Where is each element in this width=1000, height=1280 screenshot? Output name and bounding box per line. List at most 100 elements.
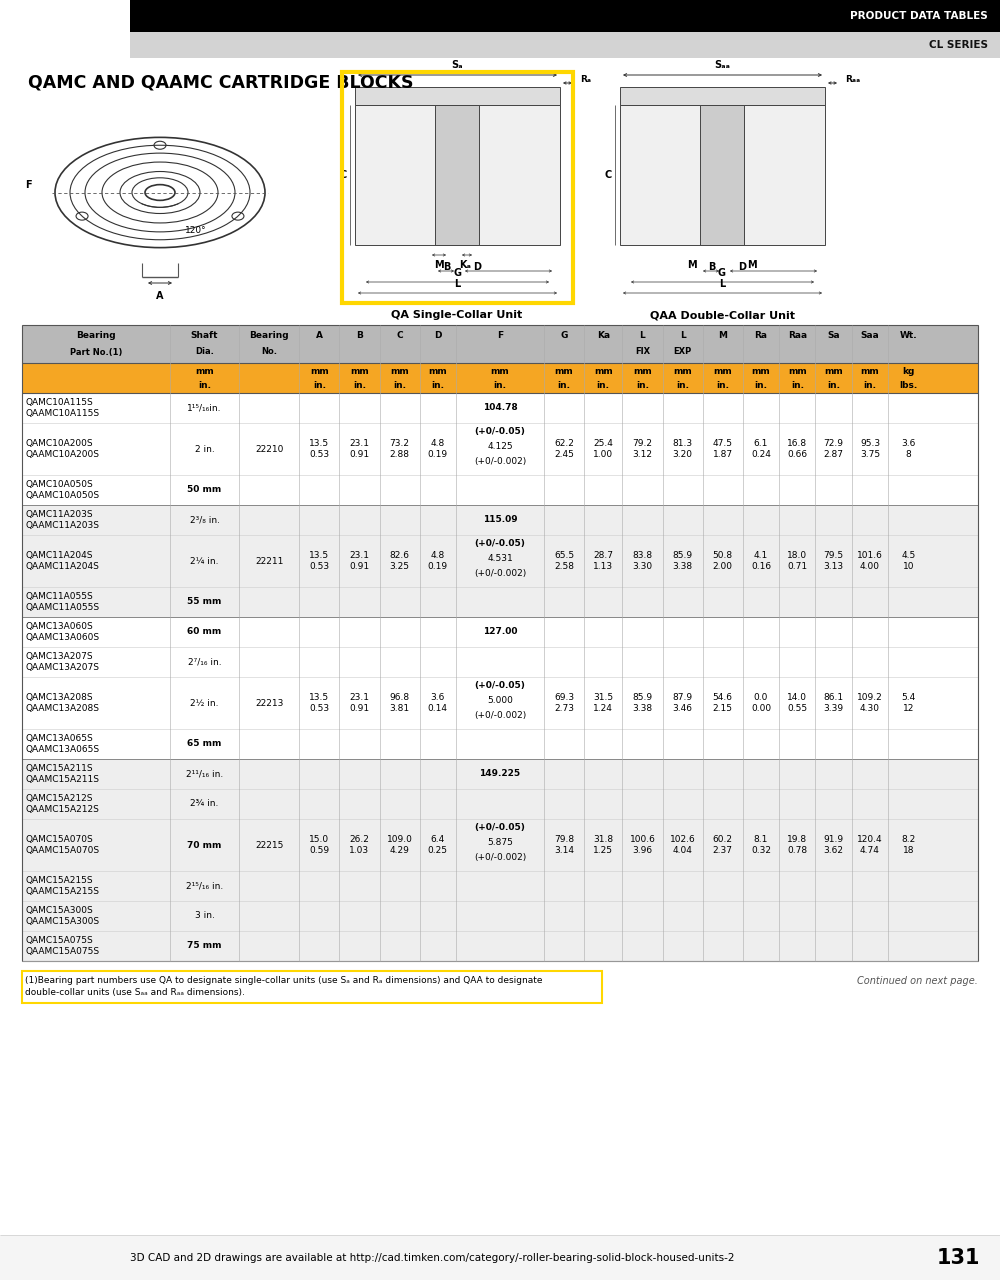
Text: 2³/₈ in.: 2³/₈ in. <box>190 516 220 525</box>
Text: Sₐ: Sₐ <box>451 60 463 70</box>
Bar <box>130 0 1000 32</box>
Bar <box>22 535 978 588</box>
Text: kg: kg <box>902 366 914 375</box>
Text: 2¹⁵/₁₆ in.: 2¹⁵/₁₆ in. <box>186 882 223 891</box>
Text: 22210: 22210 <box>255 444 283 453</box>
Text: 54.6
2.15: 54.6 2.15 <box>713 694 733 713</box>
Bar <box>22 870 978 901</box>
Text: D: D <box>434 332 442 340</box>
Text: mm: mm <box>350 366 369 375</box>
Text: 4.125: 4.125 <box>487 443 513 452</box>
Text: Ka: Ka <box>597 332 610 340</box>
Text: 23.1
0.91: 23.1 0.91 <box>349 552 370 571</box>
Text: 131: 131 <box>936 1248 980 1268</box>
Text: 16.8
0.66: 16.8 0.66 <box>787 439 807 458</box>
Text: Raa: Raa <box>788 332 807 340</box>
Text: 3D CAD and 2D drawings are available at http://cad.timken.com/category/-roller-b: 3D CAD and 2D drawings are available at … <box>130 1253 734 1263</box>
Text: 96.8
3.81: 96.8 3.81 <box>390 694 410 713</box>
Text: 3.6
0.14: 3.6 0.14 <box>428 694 448 713</box>
Text: QAMC10A200S
QAAMC10A200S: QAMC10A200S QAAMC10A200S <box>25 439 99 458</box>
Text: 13.5
0.53: 13.5 0.53 <box>309 552 329 571</box>
Text: mm: mm <box>861 366 879 375</box>
Text: 23.1
0.91: 23.1 0.91 <box>349 694 370 713</box>
Text: Rₐ: Rₐ <box>580 76 591 84</box>
Text: 0.0
0.00: 0.0 0.00 <box>751 694 771 713</box>
Text: mm: mm <box>824 366 843 375</box>
Text: Part No.(1): Part No.(1) <box>70 347 122 357</box>
Text: FIX: FIX <box>635 347 650 357</box>
Text: 2¹¹/₁₆ in.: 2¹¹/₁₆ in. <box>186 769 223 778</box>
Text: double-collar units (use Sₐₐ and Rₐₐ dimensions).: double-collar units (use Sₐₐ and Rₐₐ dim… <box>25 988 245 997</box>
Bar <box>22 759 978 788</box>
Text: C: C <box>605 170 612 180</box>
Text: 5.000: 5.000 <box>487 696 513 705</box>
Text: 1¹⁵/₁₆in.: 1¹⁵/₁₆in. <box>187 403 222 412</box>
Text: in.: in. <box>313 380 326 389</box>
Text: 26.2
1.03: 26.2 1.03 <box>349 835 370 855</box>
Text: 79.2
3.12: 79.2 3.12 <box>632 439 652 458</box>
Text: Ra: Ra <box>754 332 767 340</box>
Text: 13.5
0.53: 13.5 0.53 <box>309 439 329 458</box>
Text: 22213: 22213 <box>255 699 283 708</box>
Text: 79.5
3.13: 79.5 3.13 <box>824 552 844 571</box>
Text: 87.9
3.46: 87.9 3.46 <box>673 694 693 713</box>
Text: 31.8
1.25: 31.8 1.25 <box>593 835 613 855</box>
Text: 79.8
3.14: 79.8 3.14 <box>554 835 574 855</box>
Text: C: C <box>340 170 347 180</box>
Text: M: M <box>687 260 697 270</box>
Text: QAMC15A215S
QAAMC15A215S: QAMC15A215S QAAMC15A215S <box>25 876 99 896</box>
Bar <box>0 1235 1000 1280</box>
Bar <box>620 105 825 244</box>
Bar <box>22 646 978 677</box>
Text: 72.9
2.87: 72.9 2.87 <box>824 439 844 458</box>
Text: mm: mm <box>788 366 807 375</box>
Text: EXP: EXP <box>673 347 692 357</box>
Text: L: L <box>719 279 725 289</box>
Text: in.: in. <box>676 380 689 389</box>
Text: 62.2
2.45: 62.2 2.45 <box>554 439 574 458</box>
Text: 6.4
0.25: 6.4 0.25 <box>428 835 448 855</box>
Text: (+0/-0.05): (+0/-0.05) <box>475 823 525 832</box>
Text: 3.6
8: 3.6 8 <box>901 439 915 458</box>
Text: 69.3
2.73: 69.3 2.73 <box>554 694 574 713</box>
Text: mm: mm <box>633 366 652 375</box>
Text: mm: mm <box>195 366 214 375</box>
Text: (+0/-0.05): (+0/-0.05) <box>475 539 525 548</box>
Bar <box>22 325 978 364</box>
Text: in.: in. <box>827 380 840 389</box>
Text: 102.6
4.04: 102.6 4.04 <box>670 835 695 855</box>
Text: G: G <box>453 268 461 278</box>
Bar <box>22 393 978 422</box>
Text: 91.9
3.62: 91.9 3.62 <box>824 835 844 855</box>
Text: 4.1
0.16: 4.1 0.16 <box>751 552 771 571</box>
Text: 65.5
2.58: 65.5 2.58 <box>554 552 574 571</box>
Text: 83.8
3.30: 83.8 3.30 <box>632 552 653 571</box>
Text: 2¾ in.: 2¾ in. <box>190 800 219 809</box>
Text: 100.6
3.96: 100.6 3.96 <box>630 835 655 855</box>
Text: 85.9
3.38: 85.9 3.38 <box>673 552 693 571</box>
Text: G: G <box>560 332 568 340</box>
Text: F: F <box>25 180 32 191</box>
Text: 2½ in.: 2½ in. <box>190 699 219 708</box>
Text: (+0/-0.002): (+0/-0.002) <box>474 854 526 863</box>
Text: QAMC11A055S
QAAMC11A055S: QAMC11A055S QAAMC11A055S <box>25 593 99 612</box>
Text: QA Single-Collar Unit: QA Single-Collar Unit <box>391 310 523 320</box>
Text: QAA Double-Collar Unit: QAA Double-Collar Unit <box>650 310 794 320</box>
Text: Bearing: Bearing <box>76 332 116 340</box>
Text: in.: in. <box>393 380 406 389</box>
Text: mm: mm <box>428 366 447 375</box>
Text: in.: in. <box>863 380 876 389</box>
Bar <box>355 87 560 105</box>
Text: mm: mm <box>310 366 329 375</box>
Text: 75 mm: 75 mm <box>187 942 222 951</box>
Text: 5.875: 5.875 <box>487 838 513 847</box>
Text: M: M <box>747 260 757 270</box>
Text: A: A <box>316 332 323 340</box>
Text: B: B <box>356 332 363 340</box>
Bar <box>130 32 1000 58</box>
Bar <box>22 617 978 646</box>
Bar <box>22 364 978 393</box>
Text: 120.4
4.74: 120.4 4.74 <box>857 835 883 855</box>
Text: QAMC13A208S
QAAMC13A208S: QAMC13A208S QAAMC13A208S <box>25 694 99 713</box>
Text: 109.0
4.29: 109.0 4.29 <box>387 835 413 855</box>
